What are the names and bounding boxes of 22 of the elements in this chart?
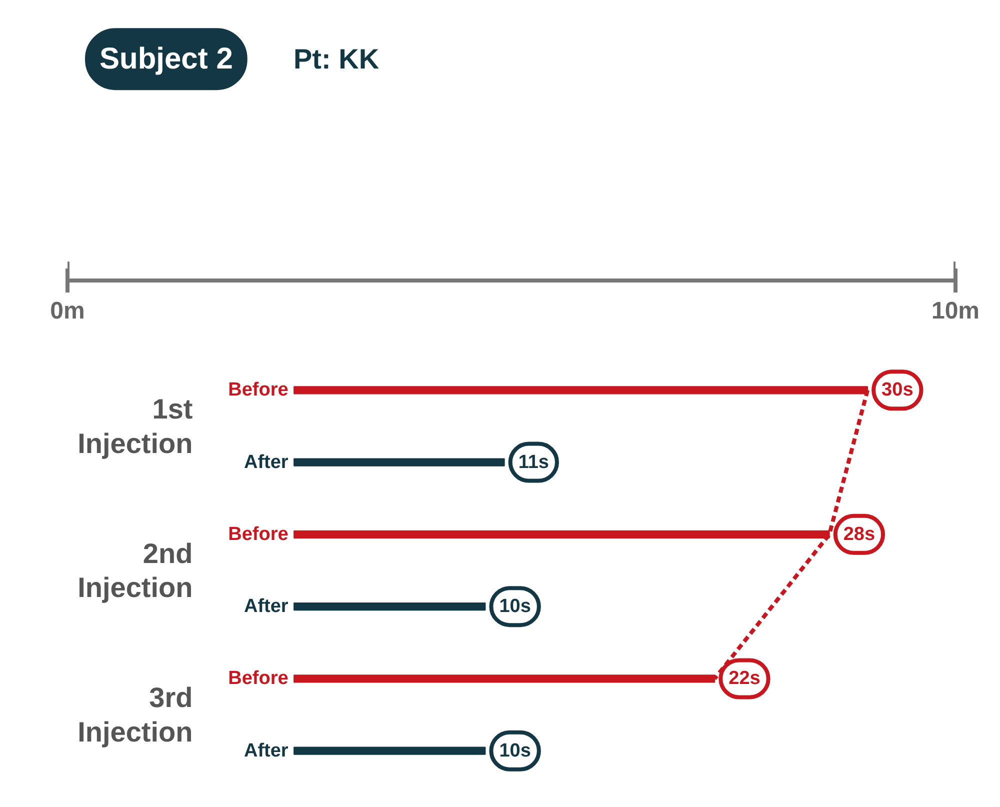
y-tick-label: After [244, 452, 289, 473]
y-tick-label: After [244, 740, 289, 762]
bar [294, 458, 505, 466]
chart-subtitle: Pt: KK [294, 44, 380, 75]
chart-title: Subject 2 [100, 42, 233, 76]
data-label: 28s [843, 524, 876, 545]
data-label: 10s [499, 596, 531, 618]
data-label: 30s [882, 380, 914, 401]
y-tick-label: Before [228, 524, 288, 545]
x2-tick-label: 10m [931, 298, 980, 324]
text: 1st Injection [78, 394, 193, 459]
data-label: 10s [499, 740, 531, 762]
bar [294, 746, 486, 755]
y-tick-label: After [244, 596, 289, 618]
data-label: 22s [728, 668, 760, 690]
text: 2nd Injection [78, 538, 193, 604]
text: 3rd Injection [78, 682, 193, 748]
y-tick-label: Before [228, 380, 288, 401]
data-label: 11s [518, 452, 549, 473]
y-tick-label: Before [228, 668, 288, 690]
x2-tick-label: 0m [50, 298, 85, 324]
bar [294, 602, 486, 611]
